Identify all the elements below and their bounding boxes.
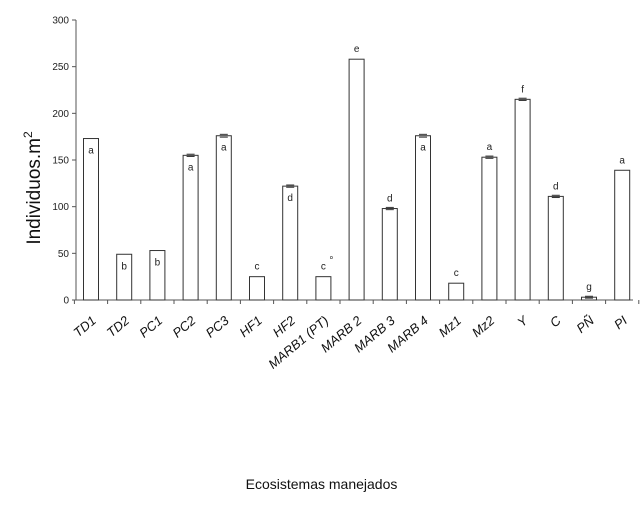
bar [348,58,365,301]
bar [83,138,99,301]
x-tick-label: PI [611,313,630,333]
y-tick-label: 200 [52,109,69,120]
bar [116,253,133,301]
x-tick-label: Mz2 [469,312,498,340]
bar [182,154,199,301]
x-tick-label: TD2 [104,312,133,340]
bar [614,169,631,301]
bar [381,208,398,301]
significance-letter: e [354,44,360,55]
y-axis: 0 50 100 150 200 250 300 [52,16,77,307]
x-tick-label: TD1 [70,313,98,340]
bar [415,135,431,301]
y-tick-label: 100 [52,202,69,213]
y-axis-title-superscript: 2 [21,131,35,138]
x-tick-label: PC2 [170,312,200,340]
x-tick-label: HF1 [236,313,264,340]
bar [149,250,166,301]
y-tick-label: 150 [52,156,69,167]
x-tick-label: PÑ [573,312,597,335]
significance-letter: c [454,268,459,279]
y-tick-label: 300 [52,16,69,27]
bar [249,276,265,301]
significance-letter: a [88,146,94,157]
significance-letter: a [619,155,625,166]
bar [315,276,332,301]
x-tick-label: Y [514,312,531,330]
x-tick-label: PC3 [203,312,233,340]
significance-letter: d [553,181,559,192]
significance-letter: a [188,162,194,173]
significance-letter: b [121,261,127,272]
bar [282,185,299,301]
significance-letter: a [487,142,493,153]
significance-letter: c [321,262,326,273]
significance-letter: a [221,143,227,154]
y-axis-title: Individuos.m2 [21,131,45,245]
significance-letter: c [255,262,260,273]
y-tick-label: 250 [52,62,69,73]
x-tick-label: PC1 [136,313,165,341]
bar [215,135,232,301]
bar [514,98,531,301]
y-tick-label: 50 [58,249,70,260]
extra-mark: ° [329,256,333,267]
x-tick-label: Mz1 [436,313,464,340]
x-axis [73,299,640,304]
bar-series [83,58,631,301]
bar [448,282,465,301]
bar [481,156,498,301]
significance-letter: b [155,258,161,269]
x-axis-title: Ecosistemas manejados [245,476,398,492]
x-tick-label: C [547,312,564,330]
significance-letter: a [420,143,426,154]
significance-letter: g [586,282,592,293]
bar [547,195,564,301]
significance-letter: d [287,193,293,204]
significance-letter: d [387,194,393,205]
significance-letter: f [521,84,524,95]
y-tick-label: 0 [63,296,69,307]
